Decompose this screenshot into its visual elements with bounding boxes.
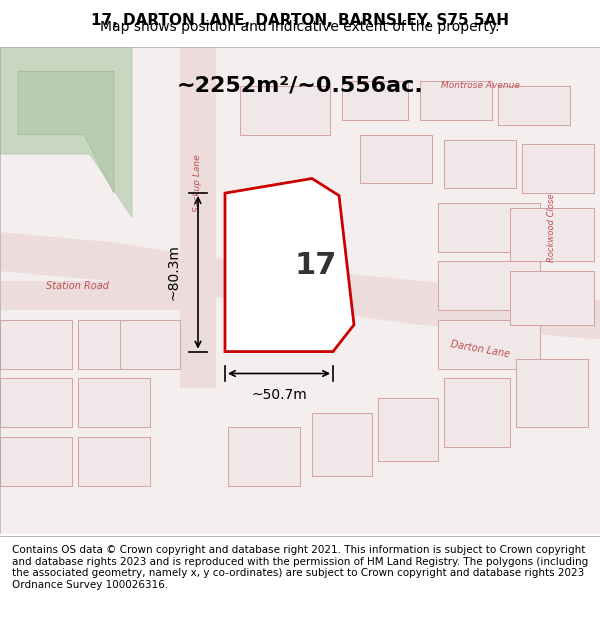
Polygon shape — [378, 398, 438, 461]
Polygon shape — [0, 320, 72, 369]
Text: Darton Lane: Darton Lane — [270, 306, 330, 334]
Polygon shape — [18, 71, 114, 193]
Polygon shape — [420, 81, 492, 120]
Polygon shape — [444, 378, 510, 447]
Polygon shape — [510, 208, 594, 261]
Text: ~2252m²/~0.556ac.: ~2252m²/~0.556ac. — [176, 76, 424, 96]
Polygon shape — [516, 359, 588, 427]
Polygon shape — [180, 47, 216, 388]
Polygon shape — [78, 437, 150, 486]
Polygon shape — [0, 378, 72, 427]
Polygon shape — [498, 86, 570, 125]
Text: Darton Lane: Darton Lane — [449, 339, 511, 359]
Polygon shape — [522, 144, 594, 193]
Polygon shape — [438, 261, 540, 310]
Polygon shape — [0, 437, 72, 486]
Polygon shape — [438, 320, 540, 369]
Polygon shape — [225, 179, 354, 351]
Polygon shape — [120, 320, 180, 369]
Polygon shape — [228, 427, 300, 486]
Text: ~80.3m: ~80.3m — [166, 244, 180, 300]
Text: Contains OS data © Crown copyright and database right 2021. This information is : Contains OS data © Crown copyright and d… — [12, 545, 588, 590]
Polygon shape — [0, 281, 210, 310]
Polygon shape — [78, 378, 150, 427]
Polygon shape — [444, 139, 516, 188]
Polygon shape — [312, 412, 372, 476]
Polygon shape — [360, 134, 432, 183]
Text: Rockwood Close: Rockwood Close — [548, 193, 557, 261]
Polygon shape — [342, 81, 408, 120]
Polygon shape — [0, 232, 600, 339]
Polygon shape — [240, 86, 330, 134]
Text: 17: 17 — [295, 251, 337, 281]
Text: Montrose Avenue: Montrose Avenue — [440, 81, 520, 91]
Text: Sackup Lane: Sackup Lane — [193, 154, 203, 212]
Polygon shape — [438, 203, 540, 252]
Text: ~50.7m: ~50.7m — [251, 388, 307, 402]
Text: Station Road: Station Road — [47, 281, 110, 291]
Polygon shape — [0, 47, 132, 217]
Text: 17, DARTON LANE, DARTON, BARNSLEY, S75 5AH: 17, DARTON LANE, DARTON, BARNSLEY, S75 5… — [91, 13, 509, 28]
Polygon shape — [78, 320, 150, 369]
Text: Map shows position and indicative extent of the property.: Map shows position and indicative extent… — [100, 20, 500, 34]
Polygon shape — [510, 271, 594, 325]
